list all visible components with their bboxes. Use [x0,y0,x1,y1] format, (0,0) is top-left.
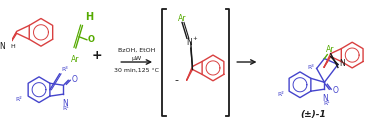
Text: O: O [332,86,338,95]
Text: N: N [0,42,5,51]
Text: +: + [192,36,197,41]
Text: O: O [88,35,95,44]
Text: R³: R³ [62,67,68,72]
Text: BzOH, EtOH: BzOH, EtOH [118,48,155,53]
Text: Ar: Ar [326,45,335,54]
Text: 30 min,125 °C: 30 min,125 °C [114,67,159,72]
Text: R¹: R¹ [323,101,330,106]
Text: N: N [322,94,328,103]
Text: R¹: R¹ [62,106,69,111]
Text: +: + [92,49,102,62]
Text: Ar: Ar [178,14,186,23]
Text: H: H [85,12,93,22]
Text: O: O [71,75,77,84]
Text: (±)-1: (±)-1 [301,110,326,119]
Text: Ar: Ar [71,55,79,64]
Text: N: N [62,99,68,108]
Text: μW: μW [132,56,142,60]
Text: R²: R² [16,97,23,102]
Text: R²: R² [278,92,285,97]
Text: -: - [174,75,178,85]
Text: N: N [339,59,345,68]
Text: H: H [10,44,15,49]
Text: R³: R³ [307,65,314,70]
Text: N: N [186,38,192,47]
